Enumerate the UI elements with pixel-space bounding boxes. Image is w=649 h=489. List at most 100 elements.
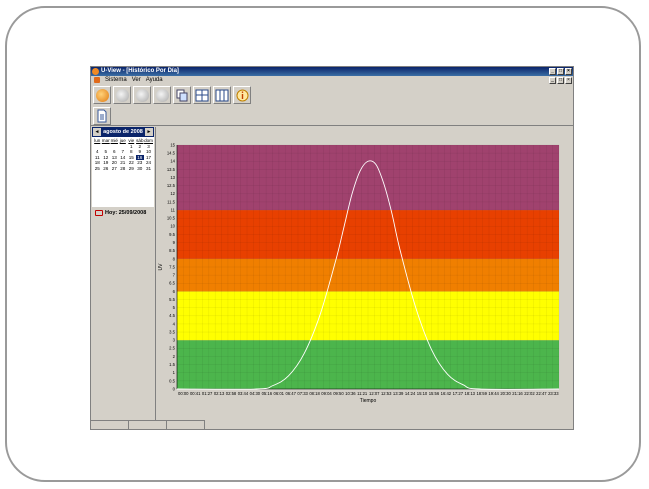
x-axis-label: Tiempo (360, 398, 377, 404)
app-window: U-View - [Histórico Por Día] _ □ × Siste… (90, 66, 574, 430)
mdi-maximize-button[interactable]: □ (557, 77, 564, 84)
y-tick-label: 11.5 (167, 199, 176, 204)
x-tick-label: 06:01 (274, 391, 285, 396)
x-tick-label: 06:47 (285, 391, 296, 396)
x-tick-label: 15:10 (417, 391, 428, 396)
calendar-day[interactable]: 23 (137, 160, 143, 166)
x-tick-label: 15:56 (429, 391, 440, 396)
sun-icon (135, 88, 149, 102)
calendar-day[interactable]: 25 (94, 165, 100, 171)
calendar-day[interactable]: 9 (138, 149, 142, 155)
y-tick-label: 2 (173, 354, 176, 359)
calendar-day[interactable]: 15 (128, 154, 134, 160)
grid-button[interactable] (193, 86, 211, 104)
calendar: ◄ agosto de 2008 ► lun mar mié jue vie sáb dom… (92, 127, 154, 207)
info-icon (236, 89, 248, 101)
copy-icon (176, 89, 187, 101)
calendar-day[interactable]: 27 (111, 165, 117, 171)
calendar-day[interactable]: 26 (103, 165, 109, 171)
calendar-day-header: lun (94, 138, 101, 143)
maximize-button[interactable]: □ (557, 68, 564, 75)
calendar-day[interactable]: 31 (145, 165, 152, 171)
y-tick-label: 14 (170, 159, 175, 164)
document-edit-button[interactable] (93, 107, 111, 125)
prev-month-button[interactable]: ◄ (93, 128, 101, 136)
calendar-day[interactable]: 10 (145, 149, 152, 155)
status-panel-2 (129, 420, 167, 429)
calendar-day[interactable]: 4 (95, 149, 99, 155)
minimize-button[interactable]: _ (549, 68, 556, 75)
uv-band-1 (177, 291, 559, 341)
calendar-day[interactable]: 19 (103, 160, 109, 166)
columns-button[interactable] (213, 86, 231, 104)
today-row[interactable]: Hoy: 25/09/2008 (92, 207, 154, 216)
calendar-day[interactable]: 8 (130, 149, 133, 155)
calendar-day[interactable]: 17 (145, 154, 152, 160)
x-tick-label: 08:18 (309, 391, 320, 396)
y-tick-label: 9.5 (169, 232, 175, 237)
y-tick-label: 3 (173, 338, 176, 343)
calendar-day[interactable]: 3 (147, 143, 150, 149)
today-label: Hoy: 25/09/2008 (105, 210, 147, 216)
copy-button[interactable] (173, 86, 191, 104)
sun-button-2[interactable] (133, 86, 151, 104)
y-tick-label: 5.5 (169, 297, 175, 302)
next-month-button[interactable]: ► (145, 128, 153, 136)
info-button[interactable] (233, 86, 251, 104)
y-tick-label: 0 (173, 386, 176, 391)
menu-sistema[interactable]: Sistema (105, 77, 127, 83)
x-tick-label: 14:24 (405, 391, 416, 396)
close-button[interactable]: × (565, 68, 572, 75)
x-tick-label: 18:13 (465, 391, 476, 396)
calendar-day[interactable]: 29 (128, 165, 134, 171)
calendar-day[interactable]: 5 (104, 149, 108, 155)
x-tick-label: 23:33 (548, 391, 559, 396)
panel-splitter[interactable] (155, 127, 156, 421)
x-tick-label: 16:42 (441, 391, 452, 396)
calendar-day[interactable]: 22 (128, 160, 134, 166)
calendar-day[interactable]: 1 (130, 143, 133, 149)
sun-button-3[interactable] (153, 86, 171, 104)
calendar-day[interactable]: 16 (135, 154, 145, 161)
calendar-day[interactable]: 20 (111, 160, 117, 166)
calendar-day[interactable]: 14 (120, 154, 126, 160)
calendar-day[interactable]: 24 (145, 160, 152, 166)
x-tick-label: 02:13 (214, 391, 225, 396)
x-tick-label: 13:39 (393, 391, 404, 396)
status-panel-3 (167, 420, 205, 429)
x-tick-label: 17:27 (453, 391, 464, 396)
calendar-day[interactable]: 30 (137, 165, 143, 171)
calendar-day[interactable]: 11 (94, 154, 100, 160)
menu-bar: Sistema Ver Ayuda (91, 76, 573, 85)
status-bar (91, 420, 573, 429)
sun-button-1[interactable] (113, 86, 131, 104)
calendar-day[interactable]: 2 (138, 143, 142, 149)
toolbar-secondary (93, 107, 111, 125)
mdi-minimize-button[interactable]: _ (549, 77, 556, 84)
x-tick-label: 04:30 (250, 391, 261, 396)
calendar-day[interactable]: 12 (103, 154, 109, 160)
y-tick-label: 11 (171, 207, 176, 212)
mdi-close-button[interactable]: × (565, 77, 572, 84)
y-tick-label: 8 (173, 256, 176, 261)
sun-icon (155, 88, 169, 102)
menu-ver[interactable]: Ver (131, 77, 141, 83)
document-edit-icon (97, 109, 107, 123)
y-tick-label: 14.5 (167, 151, 176, 156)
power-button[interactable] (93, 86, 111, 104)
calendar-day[interactable]: 13 (111, 154, 117, 160)
y-tick-label: 2.5 (169, 346, 175, 351)
calendar-day[interactable]: 21 (120, 160, 126, 166)
calendar-day[interactable]: 7 (121, 149, 125, 155)
calendar-day[interactable]: 28 (120, 165, 126, 171)
y-tick-label: 13.5 (167, 167, 176, 172)
calendar-day[interactable]: 6 (112, 149, 116, 155)
y-tick-label: 4 (173, 321, 176, 326)
menu-ayuda[interactable]: Ayuda (145, 77, 163, 83)
y-tick-label: 7.5 (169, 264, 175, 269)
x-tick-label: 00:41 (190, 391, 201, 396)
y-tick-label: 9 (173, 240, 176, 245)
calendar-header: ◄ agosto de 2008 ► (92, 127, 154, 137)
calendar-day-header: sáb (136, 138, 144, 143)
calendar-day[interactable]: 18 (94, 160, 100, 166)
